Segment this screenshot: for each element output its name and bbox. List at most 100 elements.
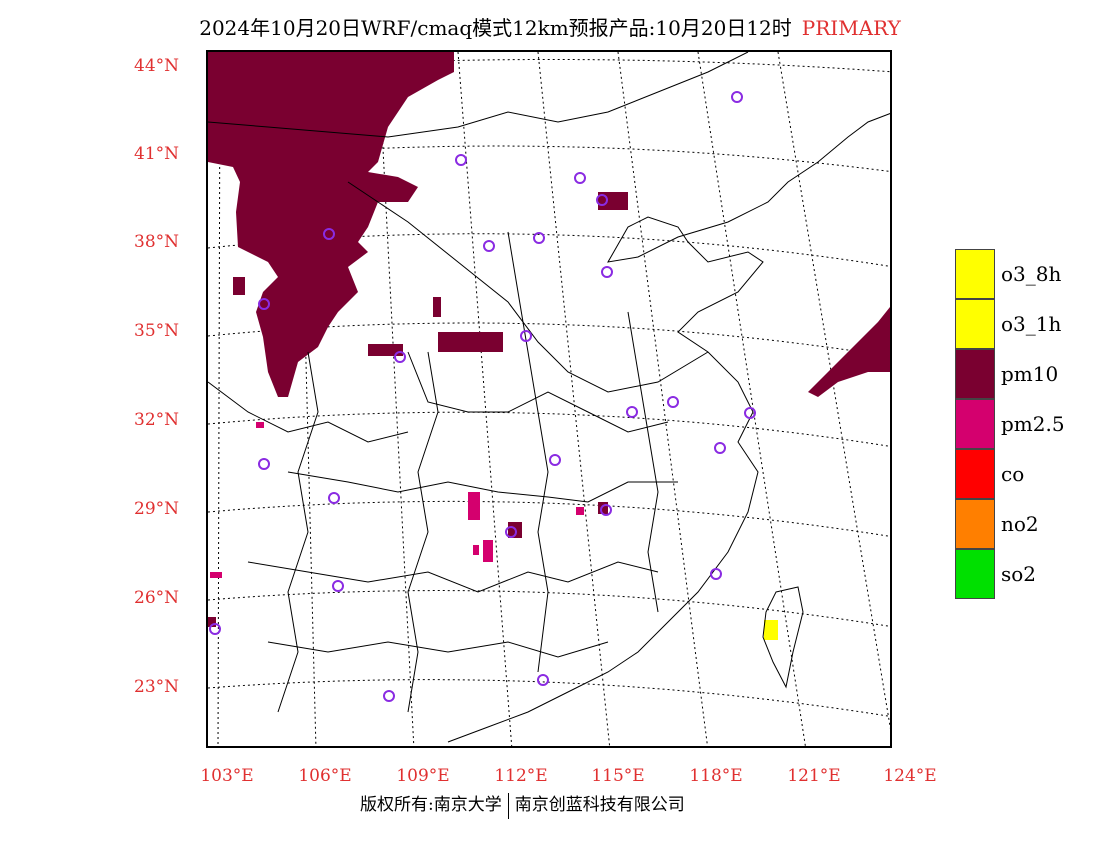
legend-label: o3_1h (1001, 312, 1062, 336)
station-marker (596, 194, 608, 206)
station-marker (710, 568, 722, 580)
station-marker (383, 690, 395, 702)
pm25-patch-6 (210, 572, 222, 578)
legend-label: no2 (1001, 512, 1039, 536)
lon-label: 118°E (689, 766, 743, 786)
station-marker (601, 266, 613, 278)
station-marker (574, 172, 586, 184)
parallel-26 (208, 590, 890, 627)
station-marker (505, 526, 517, 538)
station-marker (455, 154, 467, 166)
border-north (208, 52, 749, 138)
province-line-10 (208, 381, 409, 443)
pm10-patch-yunnan (208, 617, 216, 627)
province-line-8 (627, 311, 659, 613)
pm10-patch-henan (433, 297, 441, 317)
province-line-5 (267, 641, 609, 658)
parallel-32 (208, 411, 890, 447)
lon-label: 112°E (494, 766, 548, 786)
lat-label: 29°N (134, 499, 180, 519)
station-marker (258, 458, 270, 470)
legend-swatch (955, 449, 995, 499)
station-marker (258, 298, 270, 310)
pm25-patch-5 (256, 422, 264, 428)
station-marker (714, 442, 726, 454)
pm25-patch-1 (468, 492, 480, 520)
pm10-patch-shanxi (438, 332, 503, 352)
pm25-areas (210, 422, 584, 578)
station-marker (209, 623, 221, 635)
title-primary-tag: PRIMARY (801, 16, 901, 40)
station-marker (744, 407, 756, 419)
station-marker (626, 406, 638, 418)
station-marker (533, 232, 545, 244)
lat-label: 32°N (134, 410, 180, 430)
lon-label: 103°E (200, 766, 254, 786)
lon-label: 109°E (396, 766, 450, 786)
legend-swatch (955, 499, 995, 549)
lat-label: 23°N (134, 677, 180, 697)
province-line-1 (347, 181, 709, 393)
legend-label: pm2.5 (1001, 412, 1065, 436)
station-marker (394, 351, 406, 363)
parallel-29 (208, 500, 890, 537)
lon-label: 106°E (298, 766, 352, 786)
station-marker (537, 674, 549, 686)
station-marker (549, 454, 561, 466)
copyright-right: 南京创蓝科技有限公司 (514, 795, 685, 815)
station-marker (520, 330, 532, 342)
meridian-109 (377, 52, 415, 746)
legend-swatch (955, 349, 995, 399)
lat-label: 35°N (134, 321, 180, 341)
legend-label: o3_8h (1001, 262, 1062, 286)
pm10-areas (208, 52, 890, 627)
copyright-left: 版权所有:南京大学 (360, 795, 502, 815)
lat-label: 26°N (134, 588, 180, 608)
lat-label: 38°N (134, 232, 180, 252)
legend-swatch (955, 299, 995, 349)
pm25-patch-2 (483, 540, 493, 562)
station-marker (731, 91, 743, 103)
province-line-7 (507, 231, 549, 673)
coastline-east (447, 113, 890, 743)
legend-swatch (955, 249, 995, 299)
meridian-121 (697, 52, 806, 746)
station-marker (667, 396, 679, 408)
pm10-patch-shaanxi (368, 344, 403, 356)
map-title: 2024年10月20日WRF/cmaq模式12km预报产品:10月20日12时 P… (0, 12, 1100, 41)
lat-label: 41°N (134, 144, 180, 164)
province-line-2 (407, 351, 669, 433)
station-marker (323, 228, 335, 240)
province-line-6 (407, 351, 439, 713)
legend-swatch (955, 399, 995, 449)
pm25-patch-4 (576, 507, 584, 515)
station-marker (328, 492, 340, 504)
map-canvas (208, 52, 890, 746)
o3-patch-taiwan (764, 620, 778, 640)
lat-label: 44°N (134, 56, 180, 76)
meridian-118 (617, 52, 708, 746)
lon-label: 121°E (787, 766, 841, 786)
boundaries (208, 52, 890, 743)
map-frame (206, 50, 892, 748)
province-line-4 (247, 561, 659, 593)
legend-swatch (955, 549, 995, 599)
legend-label: pm10 (1001, 362, 1059, 386)
province-line-3 (287, 471, 678, 503)
station-marker (332, 580, 344, 592)
copyright-footer: 版权所有:南京大学 南京创蓝科技有限公司 (360, 790, 685, 819)
lon-label: 124°E (883, 766, 937, 786)
parallel-23 (208, 679, 890, 717)
legend-label: co (1001, 462, 1025, 486)
meridian-112 (457, 52, 513, 746)
pm10-patch-gansu (233, 277, 245, 295)
title-text: 2024年10月20日WRF/cmaq模式12km预报产品:10月20日12时 (199, 16, 792, 40)
province-line-9 (277, 351, 319, 713)
pm10-patch-jiangxi (598, 502, 608, 514)
lon-label: 115°E (591, 766, 645, 786)
station-marker (483, 240, 495, 252)
pm10-coast-yellow-sea (808, 307, 890, 397)
station-marker (600, 504, 612, 516)
legend-label: so2 (1001, 562, 1037, 586)
footer-divider (507, 792, 509, 819)
